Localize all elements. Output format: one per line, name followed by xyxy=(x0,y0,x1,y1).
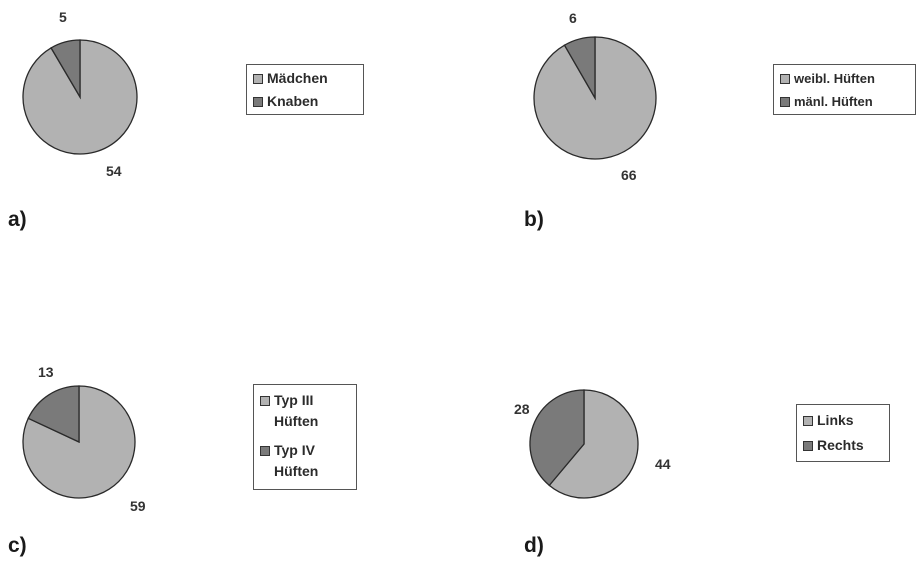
slice-value-label: 28 xyxy=(514,401,530,417)
pie-b: 666 xyxy=(533,10,657,183)
legend-swatch-light xyxy=(253,74,263,84)
legend-item-b-0: weibl. Hüften xyxy=(780,70,909,87)
panel-label-d: d) xyxy=(524,534,544,557)
slice-value-label: 54 xyxy=(106,163,122,179)
legend-b: weibl. Hüften mänl. Hüften xyxy=(773,64,916,115)
legend-swatch-light xyxy=(803,416,813,426)
panel-label-b: b) xyxy=(524,208,544,231)
pie-d: 44 28 xyxy=(514,389,671,499)
legend-label: Typ III Hüften xyxy=(274,392,319,429)
legend-swatch-dark xyxy=(253,97,263,107)
slice-value-label: 44 xyxy=(655,456,671,472)
slice-value-label: 6 xyxy=(569,10,577,26)
legend-swatch-dark xyxy=(803,441,813,451)
legend-label: weibl. Hüften xyxy=(794,71,875,86)
legend-label: mänl. Hüften xyxy=(794,94,873,109)
legend-item-d-0: Links xyxy=(803,412,883,429)
pie-slice-small xyxy=(27,385,80,444)
slice-value-label: 66 xyxy=(621,167,637,183)
legend-label: Mädchen xyxy=(267,70,328,86)
panel-label-c: c) xyxy=(8,534,27,557)
legend-swatch-light xyxy=(260,396,270,406)
slice-value-label: 5 xyxy=(59,9,67,25)
legend-swatch-dark xyxy=(260,446,270,456)
legend-label: Links xyxy=(817,412,854,428)
legend-item-b-1: mänl. Hüften xyxy=(780,93,909,110)
pie-slice-small xyxy=(563,36,596,101)
legend-label: Typ IV Hüften xyxy=(274,442,319,479)
legend-c: Typ III Hüften Typ IV Hüften xyxy=(253,384,357,490)
legend-item-c-1: Typ IV Hüften xyxy=(260,442,350,482)
pie-a: 54 5 xyxy=(22,9,138,179)
pie-slice-small xyxy=(529,389,585,487)
pie-slice-large xyxy=(533,36,657,160)
legend-item-a-1: Knaben xyxy=(253,93,357,110)
pie-slice-large xyxy=(22,385,136,499)
slice-value-label: 13 xyxy=(38,364,54,380)
legend-a: Mädchen Knaben xyxy=(246,64,364,115)
slice-value-label: 59 xyxy=(130,498,146,514)
legend-item-d-1: Rechts xyxy=(803,437,883,454)
legend-item-c-0: Typ III Hüften xyxy=(260,392,350,432)
legend-swatch-dark xyxy=(780,97,790,107)
legend-d: Links Rechts xyxy=(796,404,890,462)
pie-slice-small xyxy=(50,39,81,100)
legend-label: Knaben xyxy=(267,93,319,109)
legend-item-a-0: Mädchen xyxy=(253,70,357,87)
pie-c: 59 13 xyxy=(22,364,146,514)
legend-swatch-light xyxy=(780,74,790,84)
panel-label-a: a) xyxy=(8,208,27,231)
pie-slice-large xyxy=(548,389,639,499)
legend-label: Rechts xyxy=(817,437,864,453)
